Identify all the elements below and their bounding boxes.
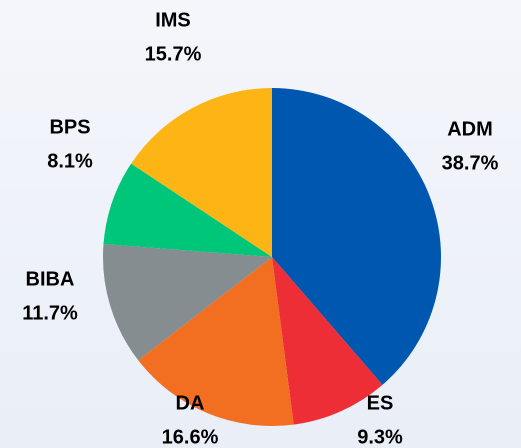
slice-label-name: ADM: [447, 118, 493, 140]
slice-label-name: ES: [367, 392, 394, 414]
slice-label-value: 38.7%: [442, 152, 499, 174]
pie-slice: [131, 88, 272, 257]
slice-label-value: 11.7%: [22, 302, 78, 324]
slice-label-name: IMS: [155, 9, 191, 31]
pie-slice: [138, 257, 294, 426]
slice-label-value: 16.6%: [162, 426, 219, 448]
pie-slice: [102, 244, 272, 361]
slice-label-value: 8.1%: [47, 150, 93, 172]
slice-label-value: 9.3%: [357, 426, 403, 448]
slice-label-name: BPS: [49, 116, 90, 138]
slice-label-name: DA: [176, 392, 205, 414]
slice-label-value: 15.7%: [145, 43, 202, 65]
pie-slice: [272, 257, 383, 425]
pie-slice: [272, 88, 442, 385]
slice-label-name: BIBA: [26, 268, 75, 290]
pie-slice: [103, 163, 272, 257]
